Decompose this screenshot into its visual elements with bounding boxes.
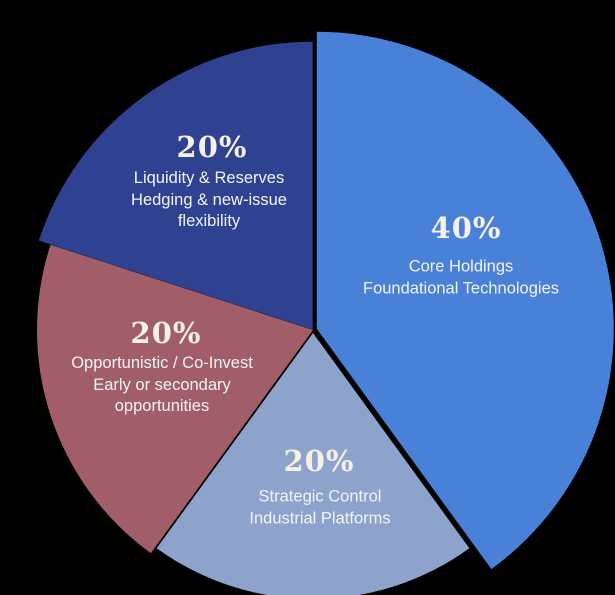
pie-slice-opportunistic-co-invest <box>37 244 313 554</box>
pie-slice-core-holdings <box>316 31 614 570</box>
pie-slice-liquidity-reserves <box>38 41 313 330</box>
pie-slice-strategic-control <box>156 333 470 595</box>
